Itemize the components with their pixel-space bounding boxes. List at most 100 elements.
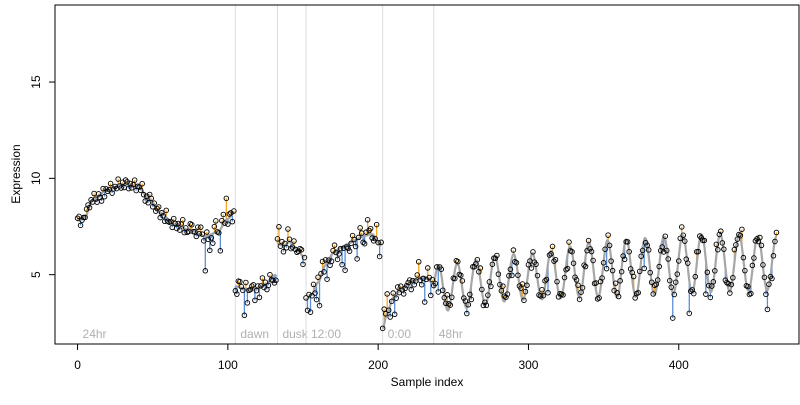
data-point bbox=[677, 235, 684, 242]
data-point bbox=[333, 249, 339, 256]
data-point bbox=[554, 278, 560, 285]
smooth-fit-line bbox=[77, 183, 235, 238]
smooth-fit-line bbox=[305, 233, 382, 301]
data-point bbox=[564, 265, 571, 272]
data-point bbox=[342, 267, 348, 273]
data-point bbox=[402, 285, 408, 291]
data-point bbox=[241, 312, 248, 319]
data-point bbox=[348, 240, 354, 247]
data-point bbox=[315, 274, 321, 280]
data-point bbox=[382, 311, 389, 317]
data-point bbox=[488, 283, 494, 290]
data-point bbox=[205, 236, 212, 243]
data-point bbox=[300, 261, 306, 268]
data-point bbox=[656, 263, 662, 270]
data-point bbox=[447, 302, 454, 308]
data-point bbox=[674, 271, 681, 277]
data-point bbox=[718, 228, 724, 234]
data-point bbox=[244, 300, 251, 306]
data-point bbox=[479, 286, 485, 293]
data-point bbox=[609, 267, 616, 274]
data-point bbox=[770, 253, 777, 259]
data-point bbox=[679, 224, 685, 230]
data-point bbox=[331, 242, 338, 248]
data-point bbox=[569, 248, 575, 255]
data-point bbox=[131, 177, 138, 183]
data-point bbox=[500, 283, 506, 289]
data-point bbox=[576, 296, 583, 303]
data-point bbox=[253, 287, 260, 294]
data-point bbox=[758, 242, 765, 249]
data-point bbox=[421, 299, 428, 305]
data-point bbox=[170, 215, 177, 222]
data-point bbox=[440, 287, 446, 294]
data-point bbox=[319, 258, 326, 265]
data-point bbox=[369, 235, 375, 241]
data-point bbox=[489, 261, 496, 268]
data-point bbox=[225, 221, 231, 227]
data-point bbox=[414, 272, 420, 278]
data-point bbox=[298, 246, 305, 253]
data-point bbox=[645, 247, 652, 253]
data-point bbox=[173, 225, 180, 232]
data-point bbox=[539, 286, 545, 293]
data-point bbox=[621, 256, 628, 263]
data-point bbox=[713, 241, 720, 248]
data-point bbox=[587, 246, 593, 252]
data-point bbox=[704, 269, 711, 276]
data-point bbox=[240, 287, 246, 294]
data-point bbox=[363, 229, 369, 235]
data-point bbox=[545, 289, 551, 296]
data-point bbox=[766, 281, 772, 288]
data-point bbox=[446, 301, 452, 307]
data-point bbox=[522, 288, 529, 295]
data-point bbox=[312, 290, 318, 296]
data-point bbox=[204, 229, 210, 235]
data-point bbox=[537, 293, 544, 299]
data-point bbox=[612, 280, 619, 286]
data-point bbox=[581, 262, 587, 268]
y-tick-label: 15 bbox=[29, 75, 43, 89]
data-point bbox=[588, 248, 595, 255]
plot-frame bbox=[54, 4, 800, 345]
data-point bbox=[449, 294, 455, 301]
data-point bbox=[155, 204, 162, 210]
data-point bbox=[318, 270, 324, 277]
data-point bbox=[163, 207, 169, 214]
data-point bbox=[772, 238, 778, 245]
data-point bbox=[695, 248, 702, 255]
data-point bbox=[510, 247, 517, 253]
data-point bbox=[213, 218, 219, 224]
data-point bbox=[745, 283, 751, 290]
data-point bbox=[509, 272, 515, 279]
data-point bbox=[467, 291, 473, 298]
data-point bbox=[252, 297, 258, 304]
data-point bbox=[115, 176, 121, 182]
data-point bbox=[151, 200, 157, 206]
data-point bbox=[524, 282, 530, 289]
data-point bbox=[444, 292, 451, 298]
event-marker-label: 0:00 bbox=[388, 327, 412, 341]
data-point bbox=[220, 211, 227, 218]
data-point bbox=[701, 237, 708, 244]
data-point bbox=[563, 266, 569, 273]
data-point bbox=[552, 256, 559, 263]
data-point bbox=[579, 284, 586, 291]
data-point bbox=[599, 275, 605, 281]
data-point bbox=[198, 224, 204, 230]
data-point bbox=[394, 284, 401, 290]
data-point bbox=[712, 268, 718, 274]
data-point bbox=[458, 272, 464, 279]
y-tick-label: 10 bbox=[29, 171, 43, 185]
data-point bbox=[294, 249, 300, 256]
data-point bbox=[703, 291, 709, 297]
data-point bbox=[391, 311, 398, 318]
data-point bbox=[668, 284, 674, 290]
data-point bbox=[471, 264, 478, 270]
data-point bbox=[258, 283, 264, 289]
data-point bbox=[507, 266, 514, 273]
data-point bbox=[193, 233, 200, 240]
data-point bbox=[303, 295, 309, 301]
